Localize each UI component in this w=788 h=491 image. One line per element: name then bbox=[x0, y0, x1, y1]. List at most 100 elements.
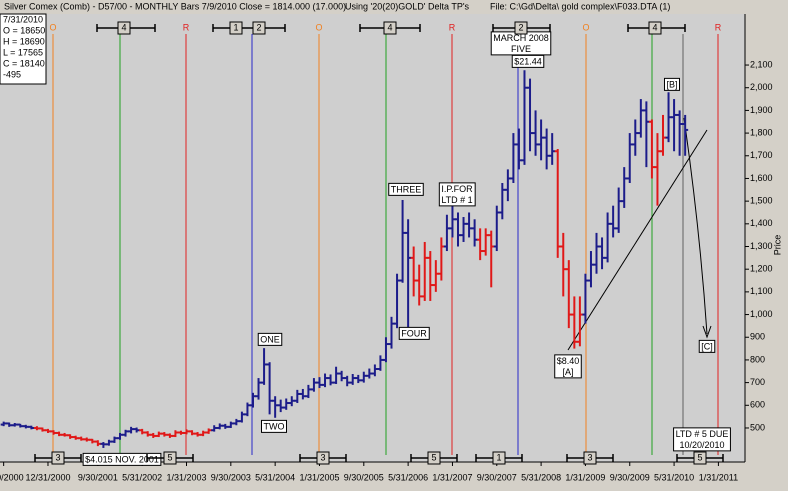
y-tick-label: 1,100 bbox=[750, 286, 773, 296]
y-tick-label: 1,200 bbox=[750, 264, 773, 274]
header-text: File: C:\Gd\Delta\ gold complex\F033.DTA… bbox=[490, 1, 670, 11]
annotation: $21.44 bbox=[511, 54, 545, 68]
annotation-text: TWO bbox=[264, 421, 285, 431]
y-tick-label: 1,900 bbox=[750, 105, 773, 115]
annotation-box bbox=[438, 182, 476, 207]
marker-box bbox=[648, 21, 662, 35]
annotation-box bbox=[698, 339, 716, 353]
annotation-text: LTD # 1 bbox=[441, 195, 472, 205]
annotation-text: LTD # 5 DUE bbox=[676, 429, 729, 439]
marker-box bbox=[252, 21, 266, 35]
annotation-box bbox=[673, 427, 731, 452]
x-tick-label: 12/31/2000 bbox=[25, 472, 70, 482]
annotation-text: $21.44 bbox=[514, 56, 542, 66]
cycle-marker: 4 bbox=[387, 22, 392, 32]
annotation-box bbox=[511, 54, 545, 68]
x-tick-label: 9/30/2007 bbox=[477, 472, 517, 482]
annotation-box bbox=[398, 326, 430, 340]
cycle-marker: O bbox=[49, 22, 56, 32]
y-tick-label: 700 bbox=[750, 377, 765, 387]
annotation-box bbox=[663, 77, 681, 91]
x-tick-label: 1/31/2007 bbox=[432, 472, 472, 482]
info-box bbox=[0, 13, 47, 85]
y-tick-label: 1,000 bbox=[750, 309, 773, 319]
x-tick-label: 9/30/2009 bbox=[610, 472, 650, 482]
x-tick-label: 1/31/2005 bbox=[299, 472, 339, 482]
annotation-text: THREE bbox=[391, 184, 422, 194]
annotation: [C] bbox=[698, 339, 716, 353]
cycle-marker: R bbox=[183, 22, 190, 32]
x-tick-label: 4/30/2000 bbox=[0, 472, 24, 482]
annotation-text: [A] bbox=[562, 367, 573, 377]
annotation: [B] bbox=[663, 77, 681, 91]
annotation-text: FIVE bbox=[511, 44, 531, 54]
annotation-text: FOUR bbox=[401, 328, 427, 338]
cycle-marker: 1 bbox=[233, 22, 238, 32]
cycle-marker: R bbox=[449, 22, 456, 32]
annotation-text: [B] bbox=[666, 79, 677, 89]
marker-box bbox=[163, 451, 177, 465]
x-tick-label: 9/30/2005 bbox=[344, 472, 384, 482]
marker-box bbox=[492, 451, 506, 465]
cycle-marker: 1 bbox=[496, 452, 501, 462]
y-tick-label: 1,800 bbox=[750, 127, 773, 137]
marker-box bbox=[514, 21, 528, 35]
x-tick-label: 5/31/2008 bbox=[521, 472, 561, 482]
x-tick-label: 9/30/2003 bbox=[211, 472, 251, 482]
cycle-marker: 3 bbox=[320, 452, 325, 462]
annotation-text: I.P.FOR bbox=[441, 184, 473, 194]
info-text: 7/31/2010 bbox=[3, 14, 43, 24]
annotation: FOUR bbox=[398, 326, 430, 340]
marker-box bbox=[427, 451, 441, 465]
y-tick-label: 500 bbox=[750, 422, 765, 432]
x-tick-label: 9/30/2001 bbox=[78, 472, 118, 482]
annotation: ONE bbox=[257, 332, 283, 346]
annotation: THREE bbox=[388, 182, 424, 196]
x-tick-label: 5/31/2006 bbox=[388, 472, 428, 482]
annotation-box bbox=[388, 182, 424, 196]
x-tick-label: 5/31/2002 bbox=[122, 472, 162, 482]
info-text: L = 17565 bbox=[3, 47, 43, 57]
annotation: $4.015 NOV. 2001 bbox=[82, 452, 162, 466]
y-tick-label: 800 bbox=[750, 354, 765, 364]
y-tick-label: 1,600 bbox=[750, 173, 773, 183]
trend-line bbox=[567, 129, 708, 351]
x-tick-label: 5/31/2010 bbox=[654, 472, 694, 482]
info-text: -495 bbox=[3, 69, 21, 79]
cycle-marker: 5 bbox=[431, 452, 436, 462]
annotation-text: [C] bbox=[701, 341, 713, 351]
cycle-marker: 5 bbox=[167, 452, 172, 462]
header-text: Using '20(20)GOLD' Delta TP's bbox=[345, 1, 470, 11]
cycle-marker: 4 bbox=[121, 22, 126, 32]
marker-box bbox=[229, 21, 243, 35]
y-tick-label: 1,500 bbox=[750, 196, 773, 206]
x-tick-label: 5/31/2004 bbox=[255, 472, 295, 482]
cycle-marker: 3 bbox=[55, 452, 60, 462]
y-tick-label: 1,700 bbox=[750, 150, 773, 160]
y-tick-label: 1,400 bbox=[750, 218, 773, 228]
x-tick-label: 1/31/2009 bbox=[565, 472, 605, 482]
annotation-text: MARCH 2008 bbox=[493, 33, 549, 43]
y-axis-label: Price bbox=[772, 235, 782, 256]
y-tick-label: 900 bbox=[750, 332, 765, 342]
annotation-text: $8.40 bbox=[557, 356, 580, 366]
y-tick-label: 1,300 bbox=[750, 241, 773, 251]
y-tick-label: 2,000 bbox=[750, 82, 773, 92]
arrow-head bbox=[702, 325, 712, 339]
marker-box bbox=[383, 21, 397, 35]
y-tick-label: 600 bbox=[750, 400, 765, 410]
plot-area bbox=[0, 14, 745, 462]
annotation-box bbox=[82, 452, 162, 466]
annotation-text: $4.015 NOV. 2001 bbox=[85, 454, 159, 464]
cycle-marker: 4 bbox=[652, 22, 657, 32]
marker-box bbox=[316, 451, 330, 465]
annotation-box bbox=[554, 354, 582, 379]
marker-box bbox=[51, 451, 65, 465]
cycle-marker: 2 bbox=[256, 22, 261, 32]
info-text: O = 18650 bbox=[3, 25, 45, 35]
x-tick-label: 1/31/2011 bbox=[699, 472, 738, 482]
